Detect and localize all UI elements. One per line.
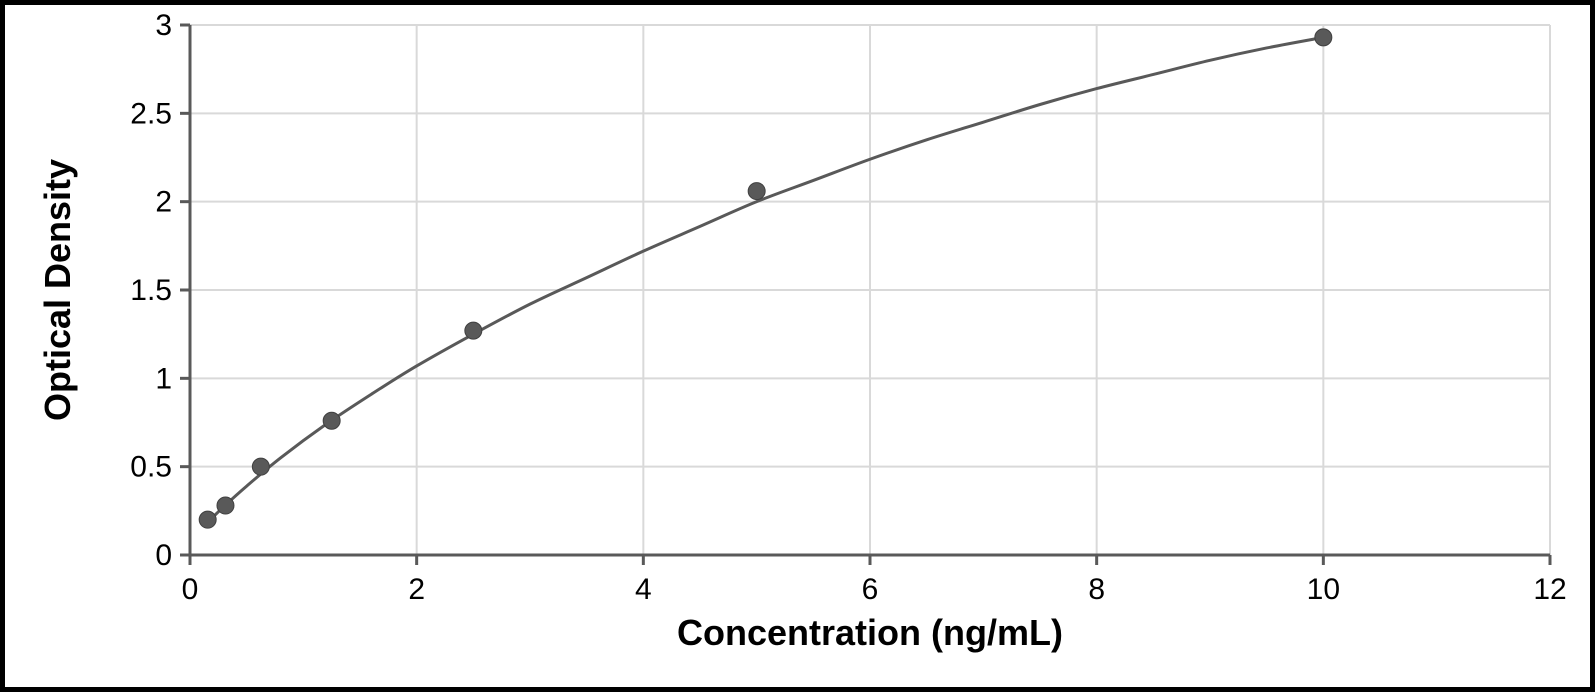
x-tick-label: 8 [1088, 573, 1105, 606]
standard-curve-chart: 0 2 4 6 8 10 12 0 0.5 1 1.5 2 2.5 3 Concentration (ng/… [5, 5, 1590, 687]
y-axis-label: Optical Density [37, 159, 78, 421]
data-point [1315, 29, 1332, 46]
y-tick-label: 2.5 [130, 97, 172, 130]
x-tick-label: 6 [862, 573, 879, 606]
x-tick-label: 12 [1533, 573, 1566, 606]
data-point [465, 322, 482, 339]
chart-frame: 0 2 4 6 8 10 12 0 0.5 1 1.5 2 2.5 3 Concentration (ng/… [0, 0, 1595, 692]
y-tick-label: 0 [155, 539, 172, 572]
y-tick-label: 0.5 [130, 451, 172, 484]
data-point [199, 511, 216, 528]
data-point [252, 458, 269, 475]
data-point [748, 183, 765, 200]
y-tick-label: 1.5 [130, 274, 172, 307]
y-tick-label: 3 [155, 9, 172, 42]
x-tick-label: 10 [1307, 573, 1340, 606]
x-axis-label: Concentration (ng/mL) [677, 612, 1063, 653]
data-point [323, 412, 340, 429]
data-point [217, 497, 234, 514]
x-tick-label: 4 [635, 573, 652, 606]
x-tick-label: 0 [182, 573, 199, 606]
x-tick-label: 2 [408, 573, 425, 606]
y-tick-label: 2 [155, 186, 172, 219]
y-tick-label: 1 [155, 362, 172, 395]
